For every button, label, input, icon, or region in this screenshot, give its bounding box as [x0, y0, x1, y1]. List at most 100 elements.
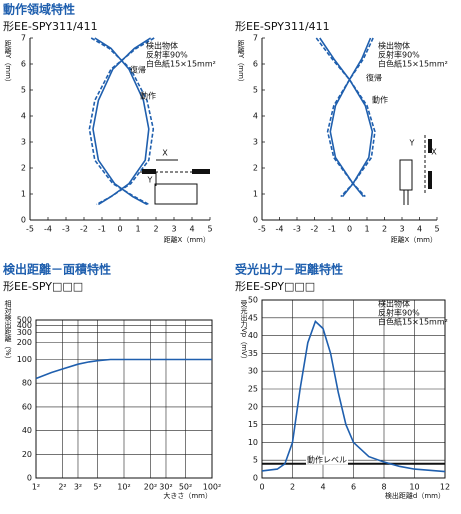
data-line	[35, 358, 212, 380]
y-tick-label: 20	[248, 402, 258, 411]
y-tick-label: 0	[253, 474, 258, 483]
diagram-label: X	[431, 148, 437, 157]
y-axis-label: 相対検出距離（%）	[4, 299, 12, 362]
diagram-target	[142, 169, 156, 174]
x-tick-label: 5	[207, 225, 212, 234]
x-tick-label: 2	[382, 225, 387, 234]
x-tick-label: -1	[328, 225, 336, 234]
x-tick-label: -5	[258, 225, 266, 234]
chart-subtitle: 形EE-SPY311/411	[235, 20, 330, 33]
x-tick-label: -3	[62, 225, 70, 234]
y-axis-label: 受光出力Vp（mV）	[240, 299, 248, 363]
x-tick-label: 6	[351, 483, 356, 492]
data-line	[92, 37, 152, 206]
annotation: 反射率90%	[378, 308, 420, 318]
x-tick-label: 0	[259, 483, 264, 492]
annotation: 検出物体	[146, 41, 178, 51]
y-axis-label: 距離Y（mm）	[4, 40, 12, 86]
y-tick-label: 40	[248, 331, 258, 340]
y-tick-label: 1	[21, 190, 26, 199]
y-tick-label: 1	[253, 190, 258, 199]
y-tick-label: 15	[248, 420, 258, 429]
annotation: 白色紙15×15mm²	[378, 59, 448, 69]
plot-frame	[35, 319, 213, 479]
plot-frame	[261, 299, 446, 479]
x-tick-label: -5	[26, 225, 34, 234]
diagram-label: Y	[147, 176, 153, 185]
series-label: 動作	[372, 95, 388, 105]
y-tick-label: 5	[253, 456, 258, 465]
chart-subtitle: 形EE-SPY□□□	[235, 280, 315, 293]
chart-subtitle: 形EE-SPY311/411	[3, 20, 98, 33]
series-label: 復帰	[130, 65, 146, 75]
x-axis-label: 大きさ（mm）	[163, 491, 212, 500]
y-tick-label: 30	[248, 367, 258, 376]
y-tick-label: 6	[253, 60, 258, 69]
x-tick-label: 0	[347, 225, 352, 234]
y-tick-label: 300	[17, 328, 32, 337]
y-tick-label: 100	[17, 355, 32, 364]
annotation: 反射率90%	[146, 50, 188, 60]
sensor-diagram: YX	[399, 135, 437, 205]
reference-label: 動作レベル	[307, 454, 347, 464]
y-tick-label: 40	[22, 426, 32, 435]
x-tick-label: 20²	[144, 483, 157, 492]
y-tick-label: 7	[253, 34, 258, 43]
x-tick-label: 4	[417, 225, 422, 234]
diagram-target	[428, 139, 432, 153]
x-tick-label: -3	[293, 225, 301, 234]
x-tick-label: -4	[276, 225, 284, 234]
annotation: 白色紙15×15mm²	[146, 59, 216, 69]
x-axis-label: 検出距離d（mm）	[385, 491, 445, 500]
x-tick-label: -2	[80, 225, 88, 234]
y-tick-label: 2	[253, 164, 258, 173]
diagram-sensor	[154, 183, 198, 205]
x-tick-label: 100²	[203, 483, 221, 492]
y-tick-label: 20	[22, 450, 32, 459]
data-line	[319, 37, 374, 198]
x-tick-label: 10²	[117, 483, 130, 492]
x-axis-label: 距離X（mm）	[391, 235, 437, 244]
diagram-target	[428, 171, 432, 189]
x-tick-label: 12	[440, 483, 450, 492]
y-tick-label: 0	[253, 216, 258, 225]
x-tick-label: 50²	[179, 483, 192, 492]
annotation: 検出物体	[378, 41, 410, 51]
x-tick-label: -1	[98, 225, 106, 234]
y-tick-label: 6	[21, 60, 26, 69]
reference-label-bg	[306, 454, 348, 465]
annotation: 反射率90%	[378, 50, 420, 60]
series-label: 動作	[140, 91, 156, 101]
diagram-label: Y	[409, 139, 415, 148]
x-tick-label: 5	[434, 225, 439, 234]
y-tick-label: 4	[253, 112, 258, 121]
y-tick-label: 3	[253, 138, 258, 147]
y-tick-label: 80	[22, 379, 32, 388]
diagram-label: X	[162, 149, 168, 158]
y-tick-label: 4	[21, 112, 26, 121]
x-tick-label: 10	[409, 483, 419, 492]
x-tick-label: 1	[135, 225, 140, 234]
y-tick-label: 5	[21, 86, 26, 95]
annotation: 白色紙15×15mm²	[378, 317, 448, 327]
y-tick-label: 45	[248, 313, 258, 322]
x-tick-label: 2²	[58, 483, 66, 492]
chart-subtitle: 形EE-SPY□□□	[3, 280, 83, 293]
data-line	[88, 37, 155, 206]
y-tick-label: 10	[248, 438, 258, 447]
y-tick-label: 0	[27, 474, 32, 483]
y-tick-label: 500	[17, 316, 32, 325]
chart-title: 受光出力－距離特性	[235, 262, 343, 277]
y-tick-label: 2	[21, 164, 26, 173]
y-tick-label: 35	[248, 349, 258, 358]
x-tick-label: 1²	[32, 483, 40, 492]
x-tick-label: 4	[320, 483, 325, 492]
chart-title: 動作領域特性	[3, 2, 75, 17]
diagram-target	[192, 169, 210, 174]
x-axis-label: 距離X（mm）	[164, 235, 210, 244]
y-tick-label: 0	[21, 216, 26, 225]
x-tick-label: 30²	[159, 483, 172, 492]
x-tick-label: -4	[44, 225, 52, 234]
data-line	[261, 319, 446, 473]
diagram-sensor	[399, 159, 413, 191]
